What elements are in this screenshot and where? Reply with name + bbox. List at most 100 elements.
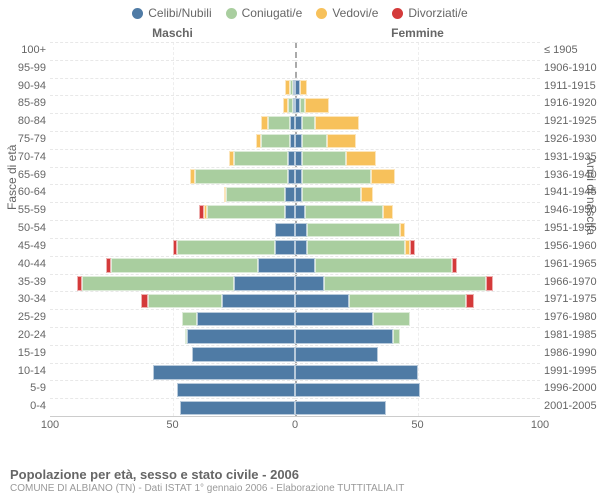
age-label: 80-84 (0, 113, 50, 131)
bar-segment (295, 116, 302, 131)
birth-label: 1976-1980 (540, 309, 600, 327)
female-bar (295, 131, 540, 150)
pyramid-row: 75-791926-1930 (50, 131, 540, 149)
pyramid-row: 15-191986-1990 (50, 345, 540, 363)
age-label: 75-79 (0, 131, 50, 149)
legend-item: Coniugati/e (226, 6, 303, 20)
pyramid-row: 20-241981-1985 (50, 327, 540, 345)
chart-area: 100+≤ 190595-991906-191090-941911-191585… (50, 42, 540, 437)
bar-segment (258, 258, 295, 273)
bar-segment (371, 169, 396, 184)
bar-segment (295, 169, 302, 184)
pyramid-row: 5-91996-2000 (50, 380, 540, 398)
female-bar (295, 113, 540, 132)
birth-label: 1991-1995 (540, 363, 600, 381)
bar-segment (324, 276, 486, 291)
age-label: 50-54 (0, 220, 50, 238)
female-bar (295, 78, 540, 97)
birth-label: 1931-1935 (540, 149, 600, 167)
age-label: 40-44 (0, 256, 50, 274)
male-bar (50, 309, 295, 328)
bar-segment (295, 223, 307, 238)
header-female: Femmine (295, 26, 600, 40)
bar-segment (295, 240, 307, 255)
bar-segment (182, 312, 197, 327)
bar-segment (295, 401, 386, 416)
x-axis: 10050050100 (50, 419, 540, 437)
bar-segment (295, 205, 305, 220)
pyramid-row: 95-991906-1910 (50, 60, 540, 78)
bar-segment (285, 205, 295, 220)
bar-segment (315, 116, 359, 131)
male-bar (50, 95, 295, 114)
bar-segment (383, 205, 393, 220)
birth-label: 1911-1915 (540, 78, 600, 96)
pyramid-row: 60-641941-1945 (50, 184, 540, 202)
pyramid-row: 45-491956-1960 (50, 238, 540, 256)
female-bar (295, 95, 540, 114)
bar-segment (295, 383, 420, 398)
female-bar (295, 184, 540, 203)
pyramid-row: 30-341971-1975 (50, 291, 540, 309)
male-bar (50, 345, 295, 364)
male-bar (50, 113, 295, 132)
bar-segment (226, 187, 285, 202)
female-bar (295, 363, 540, 382)
birth-label: 1941-1945 (540, 184, 600, 202)
bar-segment (222, 294, 296, 309)
bar-segment (288, 169, 295, 184)
age-label: 95-99 (0, 60, 50, 78)
x-tick: 100 (41, 419, 59, 431)
legend: Celibi/NubiliConiugati/eVedovi/eDivorzia… (0, 0, 600, 20)
male-bar (50, 78, 295, 97)
male-bar (50, 131, 295, 150)
pyramid-row: 40-441961-1965 (50, 256, 540, 274)
age-label: 90-94 (0, 78, 50, 96)
x-tick: 100 (531, 419, 549, 431)
pyramid-row: 85-891916-1920 (50, 95, 540, 113)
bar-segment (195, 169, 288, 184)
footer: Popolazione per età, sesso e stato civil… (10, 467, 590, 494)
legend-label: Celibi/Nubili (148, 6, 211, 20)
legend-dot (392, 8, 403, 19)
birth-label: 1906-1910 (540, 60, 600, 78)
male-bar (50, 238, 295, 257)
pyramid-row: 0-42001-2005 (50, 398, 540, 416)
age-label: 60-64 (0, 184, 50, 202)
plot: 100+≤ 190595-991906-191090-941911-191585… (50, 42, 540, 417)
bar-segment (141, 294, 148, 309)
bar-segment (302, 169, 371, 184)
female-bar (295, 167, 540, 186)
birth-label: 1971-1975 (540, 291, 600, 309)
legend-dot (226, 8, 237, 19)
bar-segment (295, 312, 373, 327)
female-bar (295, 309, 540, 328)
footer-subtitle: COMUNE DI ALBIANO (TN) - Dati ISTAT 1° g… (10, 483, 590, 494)
bar-segment (197, 312, 295, 327)
male-bar (50, 202, 295, 221)
chart-container: Celibi/NubiliConiugati/eVedovi/eDivorzia… (0, 0, 600, 500)
bar-segment (307, 240, 405, 255)
bar-segment (275, 240, 295, 255)
age-label: 100+ (0, 42, 50, 60)
legend-label: Coniugati/e (242, 6, 303, 20)
female-bar (295, 60, 540, 79)
birth-label: 1921-1925 (540, 113, 600, 131)
birth-label: 1956-1960 (540, 238, 600, 256)
age-label: 85-89 (0, 95, 50, 113)
legend-item: Vedovi/e (316, 6, 378, 20)
age-label: 30-34 (0, 291, 50, 309)
female-bar (295, 149, 540, 168)
bar-segment (302, 134, 327, 149)
legend-item: Celibi/Nubili (132, 6, 211, 20)
male-bar (50, 149, 295, 168)
birth-label: 1926-1930 (540, 131, 600, 149)
bar-segment (305, 205, 383, 220)
bar-segment (349, 294, 467, 309)
bar-segment (295, 258, 315, 273)
male-bar (50, 60, 295, 79)
birth-label: 1981-1985 (540, 327, 600, 345)
female-bar (295, 202, 540, 221)
footer-title: Popolazione per età, sesso e stato civil… (10, 467, 590, 482)
pyramid-row: 50-541951-1955 (50, 220, 540, 238)
